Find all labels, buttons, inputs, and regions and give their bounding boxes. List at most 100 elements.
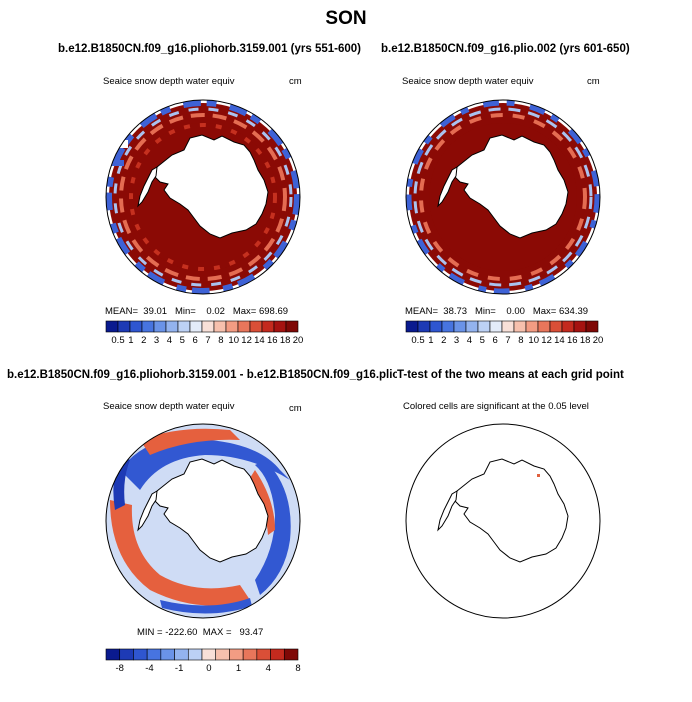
units-bottom-left: cm xyxy=(289,403,302,414)
colorbar-tick-label: 7 xyxy=(505,335,510,346)
colorbar-swatch xyxy=(187,648,203,661)
colorbar-tick-label: -8 xyxy=(115,663,123,674)
colorbar-swatch xyxy=(270,648,285,661)
colorbar-swatch xyxy=(141,320,155,333)
units-top-left: cm xyxy=(289,76,302,87)
panel-title-bottom-left: b.e12.B1850CN.f09_g16.pliohorb.3159.001 … xyxy=(7,369,422,381)
colorbar-swatch xyxy=(513,320,527,333)
colorbar-swatch xyxy=(133,648,148,661)
colorbar-tick-label: -1 xyxy=(175,663,183,674)
stats-bottom-left: MIN = -222.60 MAX = 93.47 xyxy=(137,627,263,638)
stats-min-value: -222.60 xyxy=(165,627,198,638)
colorbar-tick-label: 5 xyxy=(180,335,185,346)
stats-mean-label: MEAN= xyxy=(405,306,438,317)
colorbar-swatch xyxy=(285,320,299,333)
colorbar-swatch xyxy=(215,648,230,661)
stats-max-label: Max= xyxy=(232,306,257,317)
colorbar-tick-label: 7 xyxy=(205,335,210,346)
colorbar-tick-label: 0.5 xyxy=(411,335,424,346)
colorbar-tick-label: 12 xyxy=(241,335,252,346)
stats-max-label: MAX = xyxy=(202,627,232,638)
colorbar-tick-label: 16 xyxy=(267,335,278,346)
stats-min-value: 0.02 xyxy=(206,306,225,317)
colorbar-swatch xyxy=(249,320,263,333)
stats-top-right: MEAN= 38.73 Min= 0.00 Max= 634.39 xyxy=(405,306,588,317)
colorbar-tick-label: 2 xyxy=(141,335,146,346)
panel-title-bottom-right: T-test of the two means at each grid poi… xyxy=(397,369,624,381)
colorbar-swatch xyxy=(129,320,143,333)
colorbar-tick-label: 8 xyxy=(518,335,523,346)
panel-title-top-left: b.e12.B1850CN.f09_g16.pliohorb.3159.001 … xyxy=(58,43,361,55)
colorbar-tick-label: 16 xyxy=(567,335,578,346)
colorbar-swatch xyxy=(465,320,479,333)
colorbar-tick-label: 3 xyxy=(454,335,459,346)
colorbar-tick-label: 3 xyxy=(154,335,159,346)
stats-min-value: 0.00 xyxy=(506,306,525,317)
colorbar-swatch xyxy=(453,320,467,333)
map-bottom-right xyxy=(405,423,601,619)
colorbar-swatch xyxy=(549,320,563,333)
stats-mean-value: 38.73 xyxy=(443,306,468,317)
colorbar-bottom-left: -8 -4 -1 0 1 4 8 xyxy=(105,648,301,674)
colorbar-tick-label: 6 xyxy=(192,335,197,346)
subtitle-bottom-left: Seaice snow depth water equiv xyxy=(103,401,235,412)
stats-max-value: 698.69 xyxy=(258,306,289,317)
colorbar-tick-label: 1 xyxy=(428,335,433,346)
colorbar-tick-label: 18 xyxy=(580,335,591,346)
colorbar-swatch xyxy=(153,320,167,333)
stats-max-value: 634.39 xyxy=(558,306,589,317)
colorbar-tick-label: 8 xyxy=(218,335,223,346)
colorbar-swatch xyxy=(119,648,134,661)
colorbar-tick-label: 4 xyxy=(266,663,271,674)
colorbar-swatch xyxy=(429,320,443,333)
colorbar-top-left: 0.5 1 2 3 4 5 6 7 8 10 12 14 16 18 20 xyxy=(105,320,304,346)
colorbar-swatch xyxy=(537,320,551,333)
colorbar-tick-label: 0 xyxy=(206,663,211,674)
colorbar-swatch xyxy=(477,320,491,333)
colorbar-swatch xyxy=(105,648,121,661)
colorbar-swatch xyxy=(561,320,575,333)
subtitle-bottom-right: Colored cells are significant at the 0.0… xyxy=(403,401,589,412)
stats-max-value: 93.47 xyxy=(239,627,264,638)
colorbar-swatch xyxy=(237,320,251,333)
colorbar-tick-label: 2 xyxy=(441,335,446,346)
significant-cell xyxy=(537,474,540,477)
colorbar-swatch xyxy=(405,320,419,333)
stats-mean-value: 39.01 xyxy=(143,306,168,317)
colorbar-swatch xyxy=(165,320,179,333)
colorbar-swatch xyxy=(585,320,599,333)
colorbar-tick-label: 10 xyxy=(528,335,539,346)
colorbar-swatch xyxy=(174,648,189,661)
stats-min-label: MIN = xyxy=(137,627,163,638)
sea-ice-edge-light xyxy=(113,107,293,287)
stats-min-label: Min= xyxy=(474,306,496,317)
colorbar-tick-label: 14 xyxy=(554,335,565,346)
colorbar-swatch xyxy=(105,320,119,333)
subtitle-top-left: Seaice snow depth water equiv xyxy=(103,76,235,87)
colorbar-swatch xyxy=(256,648,271,661)
colorbar-swatch xyxy=(213,320,227,333)
colorbar-tick-label: 4 xyxy=(167,335,172,346)
colorbar-swatch xyxy=(441,320,455,333)
colorbar-swatch xyxy=(573,320,587,333)
units-top-right: cm xyxy=(587,76,600,87)
colorbar-tick-label: 14 xyxy=(254,335,265,346)
colorbar-swatch xyxy=(273,320,287,333)
panel-title-top-right: b.e12.B1850CN.f09_g16.plio.002 (yrs 601-… xyxy=(381,43,630,55)
colorbar-swatch xyxy=(489,320,503,333)
colorbar-swatch xyxy=(189,320,203,333)
colorbar-swatch xyxy=(417,320,431,333)
colorbar-swatch xyxy=(160,648,175,661)
map-top-right xyxy=(405,99,601,295)
colorbar-tick-label: 12 xyxy=(541,335,552,346)
colorbar-swatch xyxy=(117,320,131,333)
colorbar-tick-label: 6 xyxy=(492,335,497,346)
sea-ice-edge-blue xyxy=(106,100,300,294)
sea-ice-edge-red xyxy=(119,113,287,281)
colorbar-tick-label: 1 xyxy=(236,663,241,674)
stats-min-label: Min= xyxy=(174,306,196,317)
colorbar-tick-label: 18 xyxy=(280,335,291,346)
colorbar-tick-label: 10 xyxy=(228,335,239,346)
colorbar-tick-label: 8 xyxy=(295,663,300,674)
colorbar-tick-label: 20 xyxy=(293,335,304,346)
